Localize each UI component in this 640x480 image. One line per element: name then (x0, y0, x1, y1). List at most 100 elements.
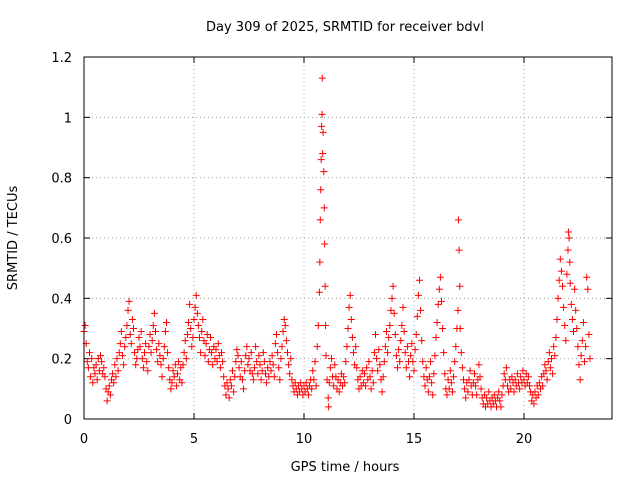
x-tick-labels: 0 5 10 15 20 (80, 432, 532, 447)
data-point (122, 334, 130, 342)
data-point (139, 364, 147, 372)
data-point (502, 364, 510, 372)
data-point (263, 379, 271, 387)
data-point (255, 352, 263, 360)
data-point (89, 379, 97, 387)
data-point (411, 346, 419, 354)
data-point (271, 340, 279, 348)
data-point (465, 376, 473, 384)
data-point (530, 400, 538, 408)
x-tick-label: 5 (190, 432, 198, 447)
data-point (152, 328, 159, 336)
data-point (281, 321, 289, 329)
data-point (318, 122, 326, 130)
data-point (317, 186, 325, 194)
data-point (321, 282, 329, 290)
x-tick-label: 10 (296, 432, 313, 447)
data-point (345, 303, 353, 311)
data-point (516, 385, 524, 393)
data-point (348, 334, 356, 342)
data-point (434, 300, 442, 308)
data-point (256, 361, 264, 369)
data-point (407, 352, 415, 360)
data-point (498, 391, 506, 399)
data-point (274, 349, 282, 357)
data-point (309, 367, 317, 375)
data-point (476, 373, 484, 381)
data-point (356, 373, 364, 381)
data-point (88, 355, 96, 363)
data-point (542, 367, 550, 375)
data-point (178, 379, 186, 387)
data-point (167, 385, 175, 393)
data-point (414, 291, 422, 299)
data-point (225, 394, 233, 402)
data-point (229, 367, 236, 375)
data-point (243, 343, 251, 351)
data-point (367, 385, 375, 393)
data-point (353, 364, 361, 372)
data-point (201, 352, 209, 360)
data-point (504, 382, 511, 390)
data-point (432, 334, 440, 342)
data-point (582, 343, 590, 351)
data-point (322, 321, 330, 329)
data-point (422, 364, 430, 372)
data-point (341, 379, 349, 387)
y-tick-label: 0.6 (51, 232, 72, 247)
data-point (563, 270, 571, 278)
data-point (259, 349, 267, 357)
data-point (574, 343, 582, 351)
data-point (319, 150, 327, 158)
data-point (145, 343, 153, 351)
data-point (160, 343, 168, 351)
data-point (154, 358, 162, 366)
chart-title: Day 309 of 2025, SRMTID for receiver bdv… (206, 20, 484, 35)
data-point (534, 391, 542, 399)
data-point (235, 364, 243, 372)
data-point (194, 321, 202, 329)
data-point (553, 315, 561, 323)
data-point (495, 388, 503, 396)
data-point (376, 361, 384, 369)
data-point (507, 385, 515, 393)
data-point (372, 331, 379, 339)
data-point (461, 385, 469, 393)
data-point (374, 367, 382, 375)
data-point (121, 343, 129, 351)
data-point (165, 364, 173, 372)
data-point (318, 110, 326, 118)
data-point (87, 373, 95, 381)
data-point (97, 352, 104, 360)
data-point (571, 285, 579, 293)
data-point (114, 367, 122, 375)
data-point (204, 358, 212, 366)
data-point (347, 315, 355, 323)
data-point (436, 273, 444, 281)
data-point (126, 331, 134, 339)
data-point (564, 228, 572, 236)
data-point (321, 240, 329, 248)
data-point (438, 297, 445, 305)
data-point (418, 337, 426, 345)
data-point (218, 349, 225, 357)
data-point (125, 297, 133, 305)
data-point (455, 246, 463, 254)
data-point (450, 373, 458, 381)
data-point (546, 364, 554, 372)
data-point (454, 306, 462, 314)
data-point (439, 325, 447, 332)
data-point (227, 382, 235, 390)
data-point (207, 334, 214, 342)
data-point (322, 352, 330, 360)
data-point (135, 334, 143, 342)
data-point (193, 309, 201, 317)
data-point (237, 358, 245, 366)
x-tick-label: 15 (406, 432, 423, 447)
data-point (311, 358, 319, 366)
y-tick-label: 0 (64, 413, 72, 428)
data-point (386, 321, 394, 329)
data-point (230, 388, 238, 396)
data-point (242, 352, 250, 360)
data-point (497, 403, 505, 411)
